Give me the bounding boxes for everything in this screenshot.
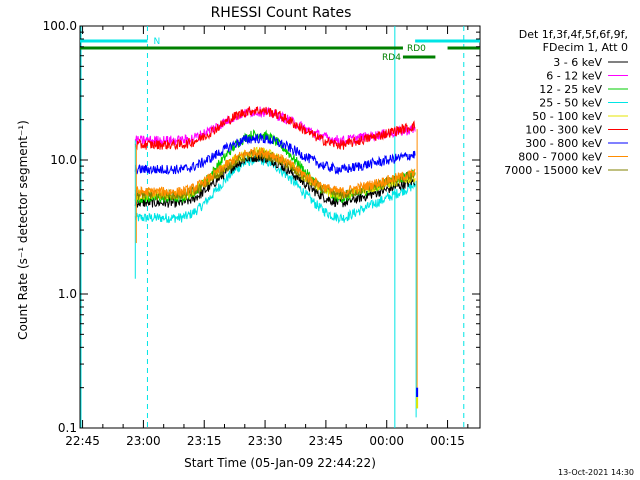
y-tick-label: 0.1: [58, 421, 77, 435]
series-line: [134, 106, 416, 151]
x-tick-label: 00:15: [430, 434, 465, 448]
series-line: [134, 152, 416, 208]
axes-frame: [79, 25, 481, 429]
legend-entry-label: 12 - 25 keV: [539, 83, 602, 96]
night-label: N: [153, 37, 160, 47]
x-axis-label: Start Time (05-Jan-09 22:44:22): [184, 456, 376, 470]
chart-title: RHESSI Count Rates: [211, 5, 352, 21]
x-tick-label: 23:15: [187, 434, 222, 448]
x-axis: 22:45 23:00 23:15 23:30 23:45 00:00 00:15: [65, 26, 469, 448]
legend-header: Det 1f,3f,4f,5f,6f,9f,: [519, 28, 628, 41]
series-line: [134, 132, 416, 175]
y-tick-label: 100.0: [43, 19, 77, 33]
legend-entry-label: 50 - 100 keV: [532, 110, 602, 123]
legend-header: FDecim 1, Att 0: [543, 41, 628, 54]
legend-entry-label: 6 - 12 keV: [546, 70, 602, 83]
plot-area: N RD0 RD4: [79, 25, 481, 429]
y-tick-label: 10.0: [50, 153, 77, 167]
legend-entry-label: 25 - 50 keV: [539, 97, 602, 110]
footer-timestamp: 13-Oct-2021 14:30: [558, 468, 634, 477]
legend-entry-label: 7000 - 15000 keV: [504, 164, 602, 177]
y-axis: 0.1 1.0 10.0 100.0: [43, 19, 480, 435]
legend-entry-label: 300 - 800 keV: [525, 137, 602, 150]
x-tick-label: 23:45: [309, 434, 344, 448]
legend: Det 1f,3f,4f,5f,6f,9f,FDecim 1, Att 0 3 -…: [504, 28, 628, 177]
x-tick-label: 23:00: [126, 434, 161, 448]
legend-entry-label: 100 - 300 keV: [525, 124, 602, 137]
rd4-label: RD4: [382, 53, 401, 63]
y-axis-label: Count Rate (s⁻¹ detector segment⁻¹): [16, 120, 30, 340]
legend-entry-label: 3 - 6 keV: [553, 56, 602, 69]
x-tick-label: 22:45: [65, 434, 100, 448]
x-tick-label: 23:30: [248, 434, 283, 448]
series-line: [134, 147, 416, 197]
rd0-label: RD0: [407, 44, 426, 54]
x-tick-label: 00:00: [369, 434, 404, 448]
legend-entry-label: 800 - 7000 keV: [518, 151, 602, 164]
y-tick-label: 1.0: [58, 287, 77, 301]
